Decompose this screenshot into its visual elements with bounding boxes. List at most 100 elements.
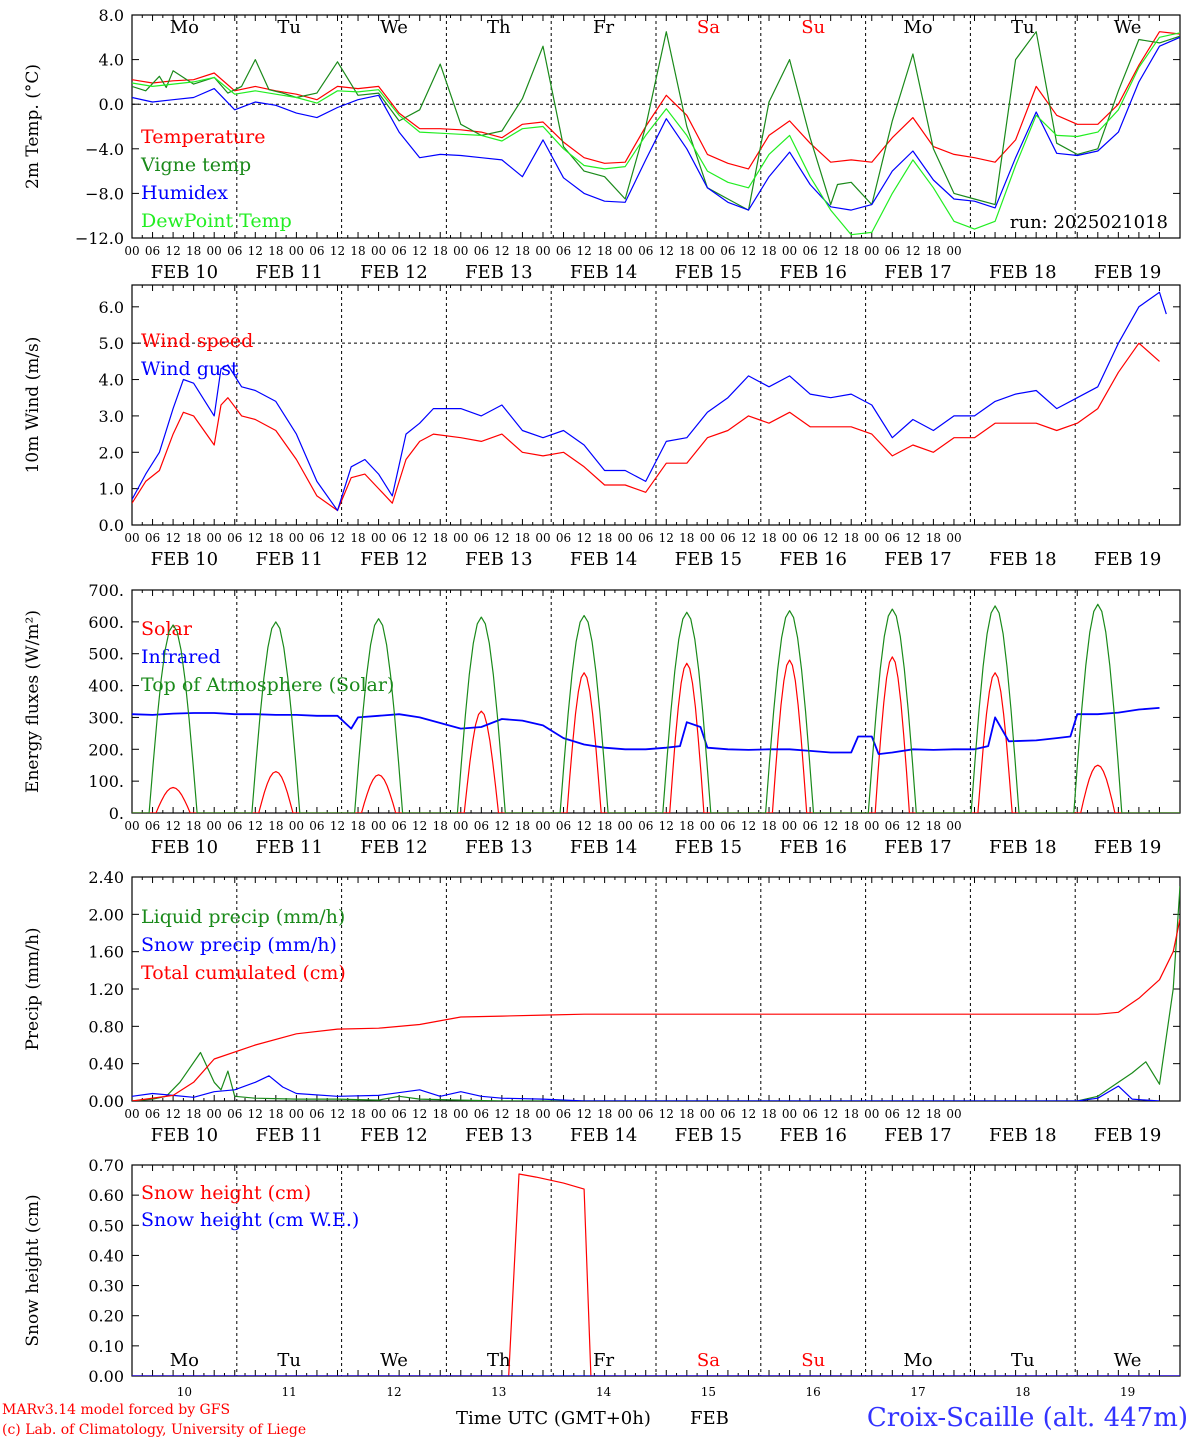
date-label: FEB 11 <box>255 1125 322 1146</box>
hour-tick-label: 00 <box>207 244 222 258</box>
hour-tick-label: 12 <box>412 819 427 833</box>
y-tick-label: −4.0 <box>85 140 124 159</box>
hour-tick-label: 12 <box>494 819 509 833</box>
hour-tick-label: 00 <box>289 244 304 258</box>
hour-tick-label: 06 <box>227 1107 242 1121</box>
hour-tick-label: 18 <box>761 819 776 833</box>
hour-tick-label: 18 <box>350 819 365 833</box>
weekday-label: Th <box>487 17 511 38</box>
weekday-label: Fr <box>593 1350 614 1371</box>
y-axis-title: 10m Wind (m/s) <box>23 337 43 474</box>
hour-tick-label: 06 <box>145 244 160 258</box>
hour-tick-label: 18 <box>515 244 530 258</box>
hour-tick-label: 06 <box>802 531 817 545</box>
hour-tick-label: 18 <box>597 244 612 258</box>
hour-tick-label: 00 <box>535 531 550 545</box>
hour-tick-label: 00 <box>124 531 139 545</box>
hour-tick-label: 12 <box>741 1107 756 1121</box>
day-number: 12 <box>386 1385 401 1399</box>
hour-tick-label: 12 <box>823 1107 838 1121</box>
y-tick-label: 200. <box>88 740 124 759</box>
run-annotation: run: 2025021018 <box>1010 212 1168 233</box>
weekday-label: Sa <box>697 1350 720 1371</box>
hour-tick-label: 12 <box>823 819 838 833</box>
weekday-label: We <box>1114 1350 1142 1371</box>
weekday-label: Mo <box>170 17 199 38</box>
hour-tick-label: 00 <box>535 819 550 833</box>
hour-tick-label: 00 <box>782 1107 797 1121</box>
date-label: FEB 13 <box>465 262 532 283</box>
y-tick-label: 2.40 <box>88 868 124 887</box>
hour-tick-label: 00 <box>124 819 139 833</box>
y-tick-label: 0. <box>109 804 124 823</box>
weekday-label: We <box>380 17 408 38</box>
date-label: FEB 18 <box>989 549 1056 570</box>
hour-tick-label: 18 <box>597 1107 612 1121</box>
hour-tick-label: 18 <box>761 1107 776 1121</box>
series-line-1 <box>132 31 1180 211</box>
day-number: 13 <box>491 1385 506 1399</box>
hour-tick-label: 00 <box>453 244 468 258</box>
hour-tick-label: 18 <box>515 819 530 833</box>
y-tick-label: 0.60 <box>88 1186 124 1205</box>
date-label: FEB 14 <box>570 1125 637 1146</box>
hour-tick-label: 18 <box>597 531 612 545</box>
y-tick-label: 1.0 <box>99 480 124 499</box>
date-label: FEB 10 <box>151 1125 218 1146</box>
hour-tick-label: 06 <box>885 1107 900 1121</box>
date-label: FEB 17 <box>884 549 951 570</box>
hour-tick-label: 00 <box>371 819 386 833</box>
date-label: FEB 19 <box>1094 1125 1161 1146</box>
hour-tick-label: 06 <box>391 531 406 545</box>
hour-tick-label: 06 <box>802 819 817 833</box>
hour-tick-label: 12 <box>165 531 180 545</box>
model-credit: MARv3.14 model forced by GFS <box>2 1402 230 1418</box>
panel-1: −12.0 −8.0 −4.0 0.0 4.0 8.0 2m Temp. (°C) 00 06 1… <box>23 6 1181 283</box>
hour-tick-label: 18 <box>679 1107 694 1121</box>
date-label: FEB 16 <box>779 262 846 283</box>
date-label: FEB 11 <box>255 837 322 858</box>
hour-tick-label: 00 <box>371 1107 386 1121</box>
weekday-label: Th <box>487 1350 511 1371</box>
date-label: FEB 15 <box>675 1125 742 1146</box>
date-label: FEB 16 <box>779 837 846 858</box>
date-label: FEB 10 <box>151 837 218 858</box>
y-tick-label: −12.0 <box>75 229 124 248</box>
y-tick-label: 0.00 <box>88 1092 124 1111</box>
hour-tick-label: 12 <box>248 1107 263 1121</box>
hour-tick-label: 12 <box>248 819 263 833</box>
date-label: FEB 13 <box>465 549 532 570</box>
date-label: FEB 15 <box>675 262 742 283</box>
y-tick-label: 5.0 <box>99 334 124 353</box>
hour-tick-label: 00 <box>864 1107 879 1121</box>
hour-tick-label: 12 <box>576 531 591 545</box>
legend-entry: Snow height (cm) <box>141 1182 311 1204</box>
hour-tick-label: 18 <box>186 531 201 545</box>
date-label: FEB 16 <box>779 549 846 570</box>
hour-tick-label: 18 <box>679 531 694 545</box>
hour-tick-label: 00 <box>946 1107 961 1121</box>
hour-tick-label: 18 <box>186 819 201 833</box>
series-line-0 <box>132 1173 1180 1376</box>
hour-tick-label: 06 <box>885 531 900 545</box>
date-label: FEB 17 <box>884 1125 951 1146</box>
hour-tick-label: 06 <box>556 1107 571 1121</box>
hour-tick-label: 18 <box>844 244 859 258</box>
series-line-2 <box>132 918 1180 1101</box>
hour-tick-label: 12 <box>659 819 674 833</box>
hour-tick-label: 06 <box>556 819 571 833</box>
weekday-label: Tu <box>1011 17 1035 38</box>
y-tick-label: 0.10 <box>88 1337 124 1356</box>
hour-tick-label: 18 <box>350 1107 365 1121</box>
hour-tick-label: 00 <box>289 819 304 833</box>
y-tick-label: 600. <box>88 613 124 632</box>
hour-tick-label: 00 <box>618 1107 633 1121</box>
hour-tick-label: 06 <box>802 1107 817 1121</box>
y-tick-label: 700. <box>88 581 124 600</box>
date-label: FEB 15 <box>675 837 742 858</box>
hour-tick-label: 06 <box>802 244 817 258</box>
y-axis-title: Snow height (cm) <box>23 1194 43 1346</box>
hour-tick-label: 12 <box>330 531 345 545</box>
date-label: FEB 12 <box>360 837 427 858</box>
legend-entry: Humidex <box>141 182 228 204</box>
